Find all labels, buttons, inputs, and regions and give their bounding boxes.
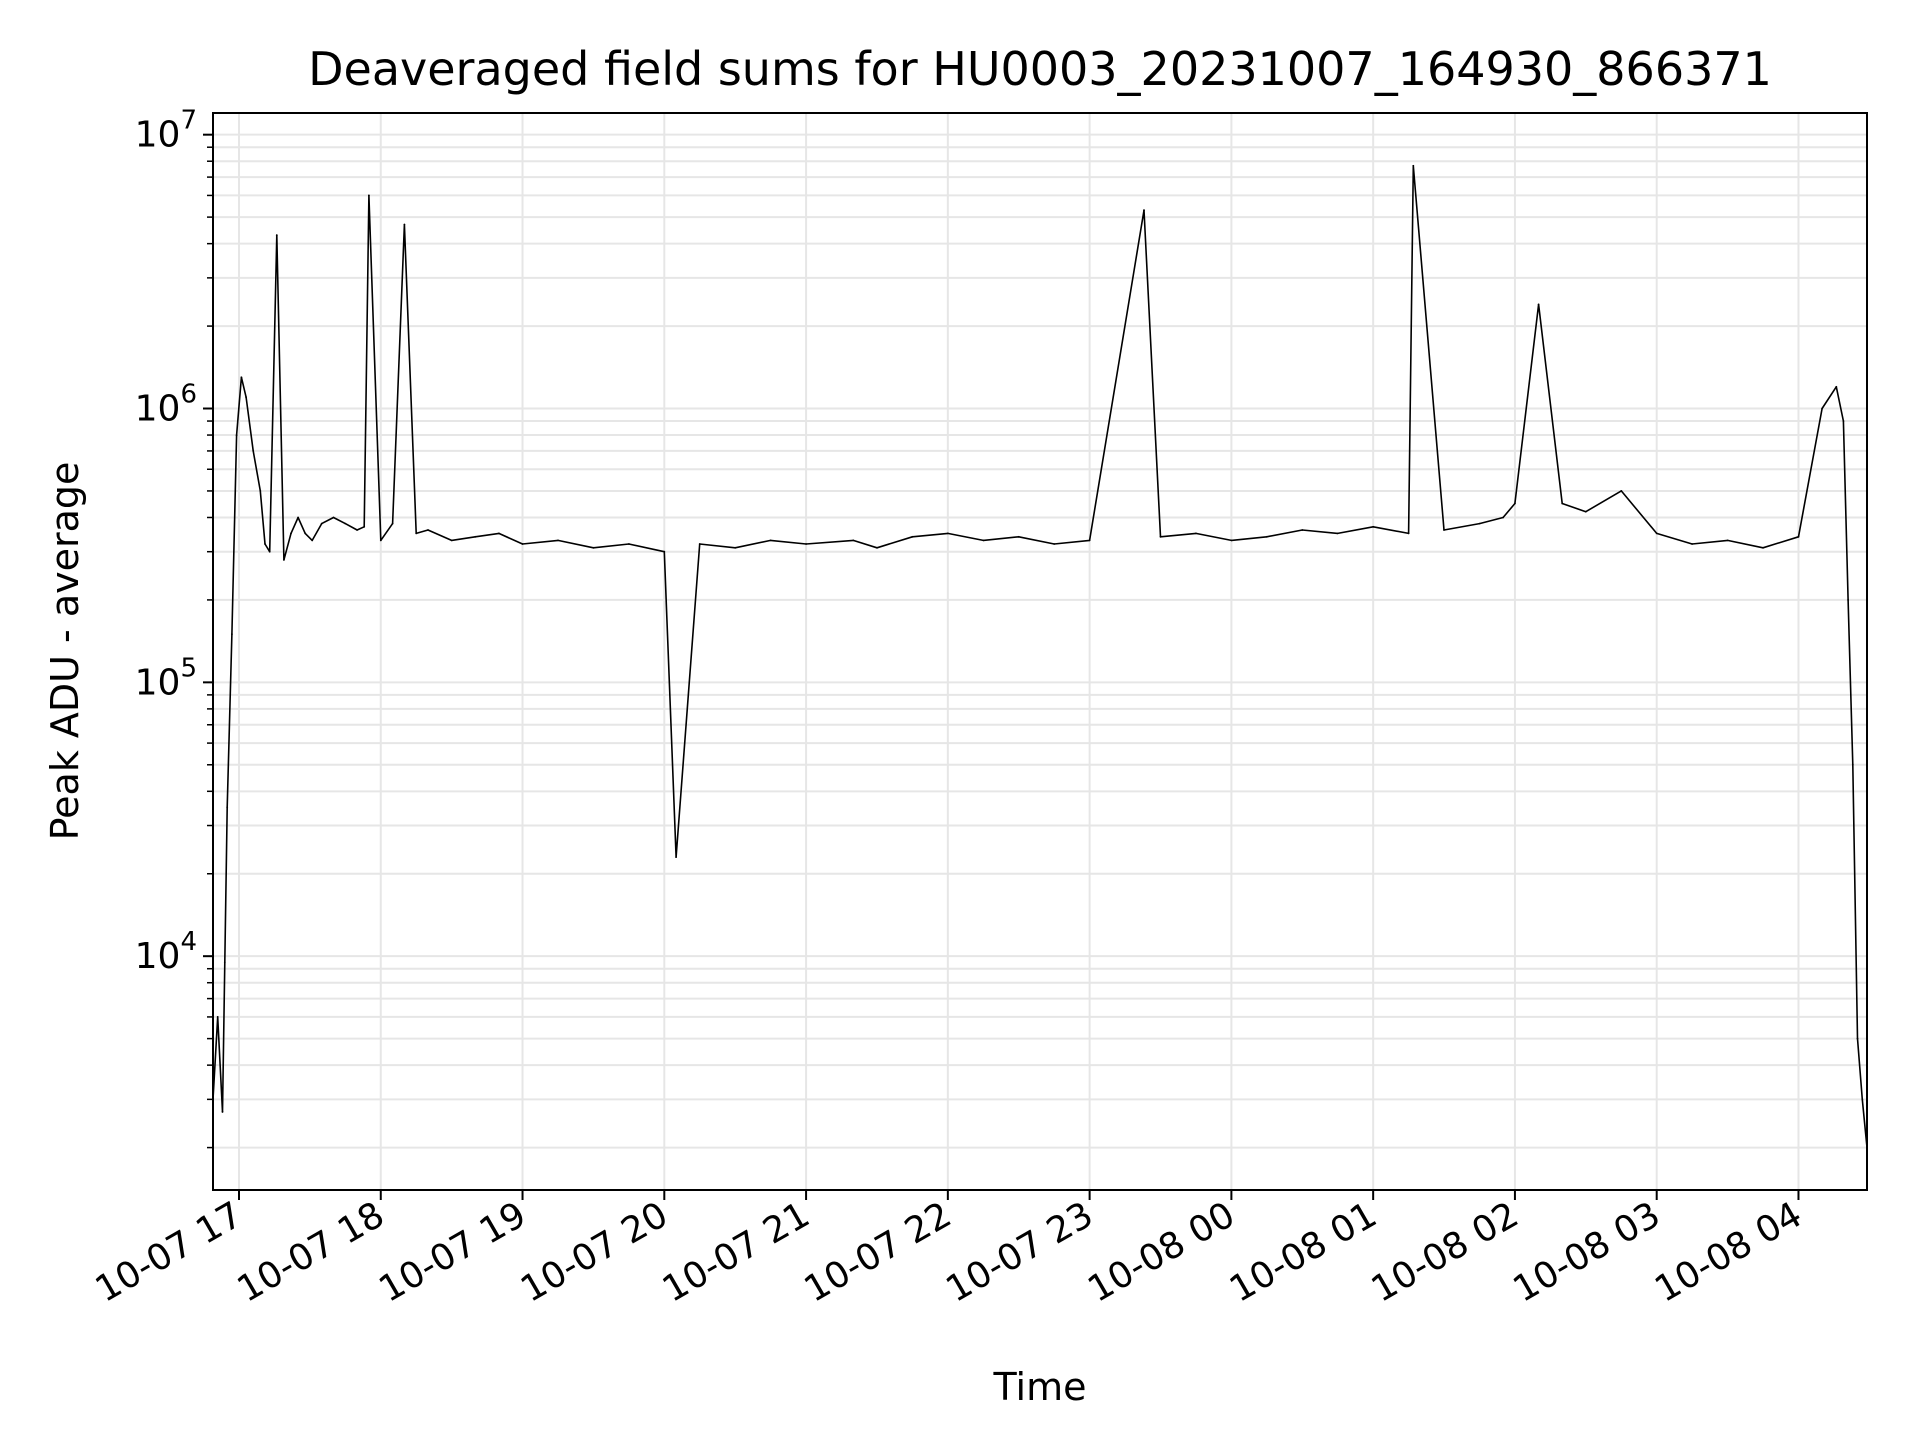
y-tick-label: 107 [135, 106, 197, 156]
data-point [226, 806, 229, 809]
y-tick-label: 105 [135, 653, 197, 703]
data-point [344, 522, 347, 525]
data-point [1851, 763, 1854, 766]
x-axis-label: Time [993, 1365, 1087, 1409]
data-point [1797, 535, 1800, 538]
data-point [1478, 522, 1481, 525]
data-point [290, 532, 292, 535]
data-point [379, 539, 382, 542]
data-point [245, 396, 248, 399]
chart-title: Deaveraged field sums for HU0003_2023100… [308, 42, 1772, 96]
data-point [1502, 516, 1504, 519]
data-point [1856, 1037, 1859, 1040]
data-point [474, 535, 477, 538]
data-point [283, 559, 285, 561]
data-point [1407, 532, 1410, 535]
data-point [221, 1111, 224, 1113]
data-point [592, 546, 595, 549]
data-point [391, 522, 394, 525]
data-point [1088, 539, 1091, 542]
series-layer [212, 164, 1868, 1149]
data-point [734, 546, 737, 549]
data-point [223, 961, 226, 964]
data-point [1691, 543, 1693, 545]
data-point [982, 539, 985, 542]
data-point [1159, 535, 1162, 538]
plot-frame [212, 112, 1868, 1191]
data-point [1265, 535, 1268, 538]
data-point [1412, 164, 1415, 167]
data-point [1443, 529, 1445, 531]
data-point [1372, 525, 1375, 528]
y-tick-label: 106 [135, 380, 197, 430]
data-point [1620, 490, 1623, 492]
data-point [663, 550, 666, 553]
data-point [415, 532, 418, 535]
data-point [1561, 502, 1564, 505]
data-point [297, 516, 299, 519]
data-point [946, 532, 949, 535]
data-point [628, 543, 630, 545]
data-point [368, 194, 370, 197]
grid [213, 113, 1867, 1190]
data-point [1514, 502, 1516, 505]
data-point [1336, 532, 1339, 535]
data-point [1143, 209, 1145, 212]
data-point [498, 532, 500, 535]
data-point [264, 543, 266, 545]
data-point [805, 543, 807, 545]
data-point [1726, 539, 1729, 542]
data-point [1762, 546, 1764, 549]
data-point [675, 856, 677, 858]
data-point [450, 539, 453, 542]
data-point [1835, 385, 1838, 388]
data-point [1847, 599, 1849, 601]
data-point [268, 550, 271, 553]
data-point [363, 525, 366, 528]
data-point [521, 543, 524, 545]
data-point [852, 539, 855, 542]
data-point [1195, 532, 1197, 535]
data-point [216, 1016, 219, 1018]
data-point [259, 490, 262, 492]
data-point [1017, 535, 1020, 538]
data-point [769, 539, 772, 542]
data-point [427, 529, 429, 531]
data-point [275, 234, 278, 237]
data-point [911, 535, 914, 538]
data-point [1842, 420, 1845, 422]
data-point [1655, 532, 1658, 535]
data-point [252, 450, 255, 452]
data-point [698, 543, 701, 545]
data-series-line [212, 165, 1868, 1148]
data-point [1230, 539, 1233, 542]
data-point [403, 223, 406, 226]
data-point [356, 529, 358, 531]
data-point [1584, 510, 1587, 513]
data-point [1537, 303, 1540, 306]
data-point [231, 633, 233, 635]
data-point [876, 546, 878, 549]
data-point [1053, 543, 1056, 545]
data-point [1301, 529, 1304, 531]
data-point [304, 532, 307, 535]
data-point [235, 434, 238, 436]
data-point [1861, 1098, 1864, 1101]
data-point [320, 522, 323, 525]
data-point [557, 539, 559, 542]
data-point [1821, 407, 1823, 410]
y-tick-label: 104 [135, 927, 197, 977]
y-axis-label: Peak ADU - average [43, 462, 87, 841]
data-point [240, 376, 243, 379]
data-point [311, 539, 314, 542]
data-point [332, 516, 335, 519]
